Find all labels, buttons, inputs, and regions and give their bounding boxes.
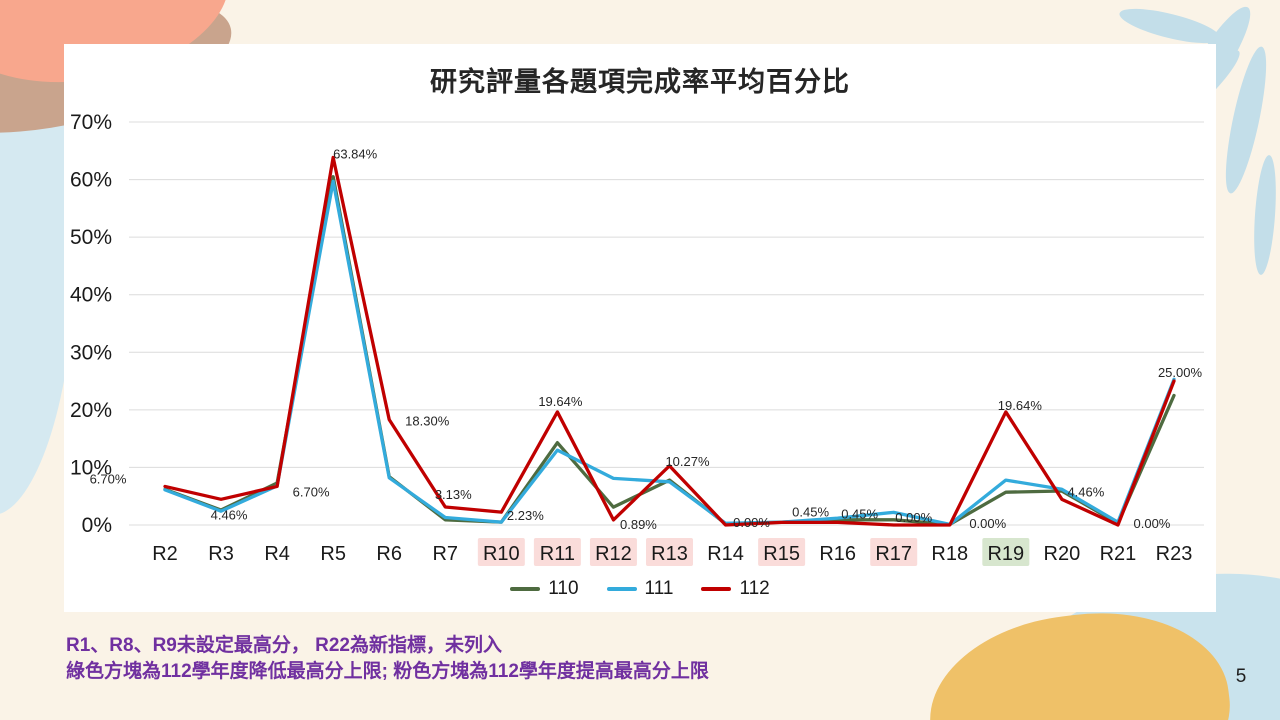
x-axis-category-label: R4 <box>264 543 290 565</box>
legend-line-swatch <box>701 587 732 591</box>
x-label-highlight-pink <box>589 538 637 566</box>
data-label: 18.30% <box>405 414 450 429</box>
data-label: 63.84% <box>333 146 378 161</box>
data-label: 0.00% <box>969 516 1006 531</box>
legend-label: 111 <box>644 578 674 599</box>
x-axis-category-label: R10 <box>483 543 520 565</box>
y-axis-tick-label: 0% <box>82 514 112 537</box>
data-label: 4.46% <box>1067 484 1104 499</box>
data-label: 19.64% <box>538 394 583 409</box>
y-axis-tick-label: 70% <box>70 111 112 134</box>
x-axis-category-label: R11 <box>540 543 575 565</box>
legend-label: 110 <box>548 578 579 599</box>
x-axis-category-label: R21 <box>1100 543 1137 565</box>
x-label-highlight-pink <box>477 538 525 566</box>
x-axis-category-label: R7 <box>432 543 458 565</box>
x-axis-category-label: R6 <box>376 543 402 565</box>
data-label: 6.70% <box>90 471 127 486</box>
x-axis-category-label: R5 <box>320 543 346 565</box>
series-line-111 <box>163 179 1176 527</box>
y-axis-tick-label: 10% <box>70 456 112 479</box>
x-axis-category-label: R17 <box>875 543 912 565</box>
data-label: 0.00% <box>895 510 932 525</box>
x-axis-category-label: R15 <box>763 543 800 565</box>
y-axis-tick-label: 30% <box>70 341 112 364</box>
data-label: 19.64% <box>998 398 1043 413</box>
page-number: 5 <box>1235 666 1247 687</box>
legend-label: 112 <box>739 578 770 599</box>
data-label: 2.23% <box>507 508 544 523</box>
data-label: 0.00% <box>733 515 770 530</box>
footnotes: R1、R8、R9未設定最高分， R22為新指標，未列入 綠色方塊為112學年度降… <box>66 633 1006 685</box>
x-axis-category-label: R18 <box>931 543 968 565</box>
data-label: 4.46% <box>211 507 248 522</box>
data-label: 0.00% <box>1134 516 1171 531</box>
x-axis-category-label: R20 <box>1044 543 1081 565</box>
legend-item-111: 111 <box>606 578 674 600</box>
line-chart: 0% 10% 20% 30% 40% 50% 60% 70% R2 R3 R4 R5 R6 R7 R10 R1… <box>70 111 1204 566</box>
legend-item-112: 112 <box>701 578 770 600</box>
legend-item-110: 110 <box>510 578 579 600</box>
y-axis-tick-label: 40% <box>70 284 112 307</box>
x-axis-category-label: R23 <box>1156 543 1193 565</box>
x-axis-category-label: R2 <box>152 543 178 565</box>
note-line-2: 綠色方塊為112學年度降低最高分上限; 粉色方塊為112學年度提高最高分上限 <box>66 661 709 682</box>
y-axis-tick-label: 50% <box>70 226 112 249</box>
x-label-highlight-pink <box>758 538 806 566</box>
x-axis-category-label: R12 <box>595 543 632 565</box>
x-label-highlight-pink <box>646 538 693 566</box>
x-label-highlight-pink <box>870 538 918 566</box>
legend-line-swatch <box>606 587 637 591</box>
data-label: 10.27% <box>665 454 710 469</box>
x-label-highlight-pink <box>533 538 581 566</box>
x-axis-category-label: R3 <box>208 543 234 565</box>
note-line-1: R1、R8、R9未設定最高分， R22為新指標，未列入 <box>66 635 502 656</box>
chart-panel: 研究評量各題項完成率平均百分比 0% 10% 20% 30% 40% 50% 60% 70% R… <box>64 44 1216 612</box>
series-line-110 <box>163 175 1176 527</box>
data-label: 6.70% <box>293 484 330 499</box>
data-label: 0.45% <box>792 504 829 519</box>
legend-line-swatch <box>510 587 541 591</box>
series-line-112 <box>163 155 1176 527</box>
chart-legend: 110 111 112 <box>64 578 1216 600</box>
data-label: 0.45% <box>841 506 878 521</box>
data-label: 3.13% <box>435 487 472 502</box>
y-axis-tick-label: 60% <box>70 169 112 192</box>
y-axis-tick-label: 20% <box>70 399 112 422</box>
x-axis-category-label: R14 <box>707 543 744 565</box>
chart-title: 研究評量各題項完成率平均百分比 <box>430 67 850 97</box>
x-label-highlight-green <box>982 538 1030 566</box>
x-axis-category-label: R19 <box>987 543 1024 565</box>
data-label: 0.89% <box>620 517 657 532</box>
data-label: 25.00% <box>1158 365 1203 380</box>
x-axis-category-label: R16 <box>819 543 856 565</box>
x-axis-category-label: R13 <box>651 543 688 565</box>
